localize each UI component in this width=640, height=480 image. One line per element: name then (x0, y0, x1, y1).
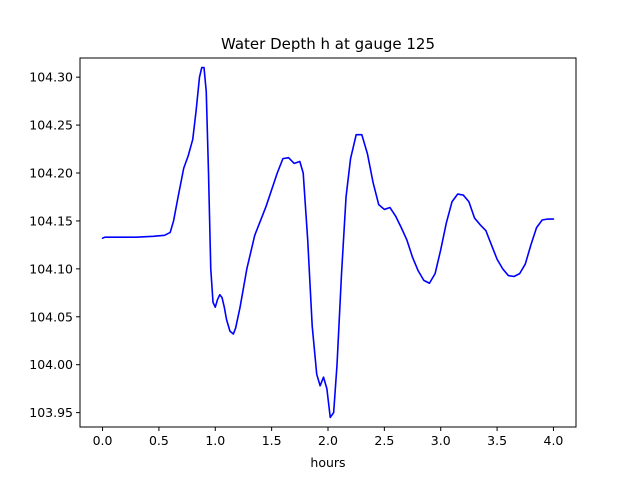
plot-area (101, 66, 555, 419)
x-tick-label: 1.5 (262, 433, 282, 448)
x-axis-label: hours (310, 455, 345, 470)
chart-title: Water Depth h at gauge 125 (221, 35, 435, 53)
x-tick-label: 4.0 (544, 433, 564, 448)
y-tick-label: 104.25 (29, 118, 73, 133)
x-tick-label: 3.5 (487, 433, 507, 448)
x-tick-label: 3.0 (431, 433, 451, 448)
x-tick-label: 1.0 (205, 433, 225, 448)
y-tick-label: 104.15 (29, 213, 73, 228)
y-tick-label: 104.05 (29, 309, 73, 324)
y-tick-label: 104.00 (29, 357, 73, 372)
y-tick-label: 104.10 (29, 261, 73, 276)
x-tick-label: 2.0 (318, 433, 338, 448)
x-tick-label: 0.5 (149, 433, 169, 448)
axes: 0.0 0.5 1.0 1.5 2.0 2.5 3.0 3.5 4.0 103.95 104.00 1… (29, 57, 577, 448)
y-tick-label: 104.30 (29, 70, 73, 85)
y-tick-label: 104.20 (29, 166, 73, 181)
x-tick-label: 0.0 (93, 433, 113, 448)
y-tick-label: 103.95 (29, 405, 73, 420)
x-tick-label: 2.5 (374, 433, 394, 448)
series-line-0 (101, 66, 555, 419)
